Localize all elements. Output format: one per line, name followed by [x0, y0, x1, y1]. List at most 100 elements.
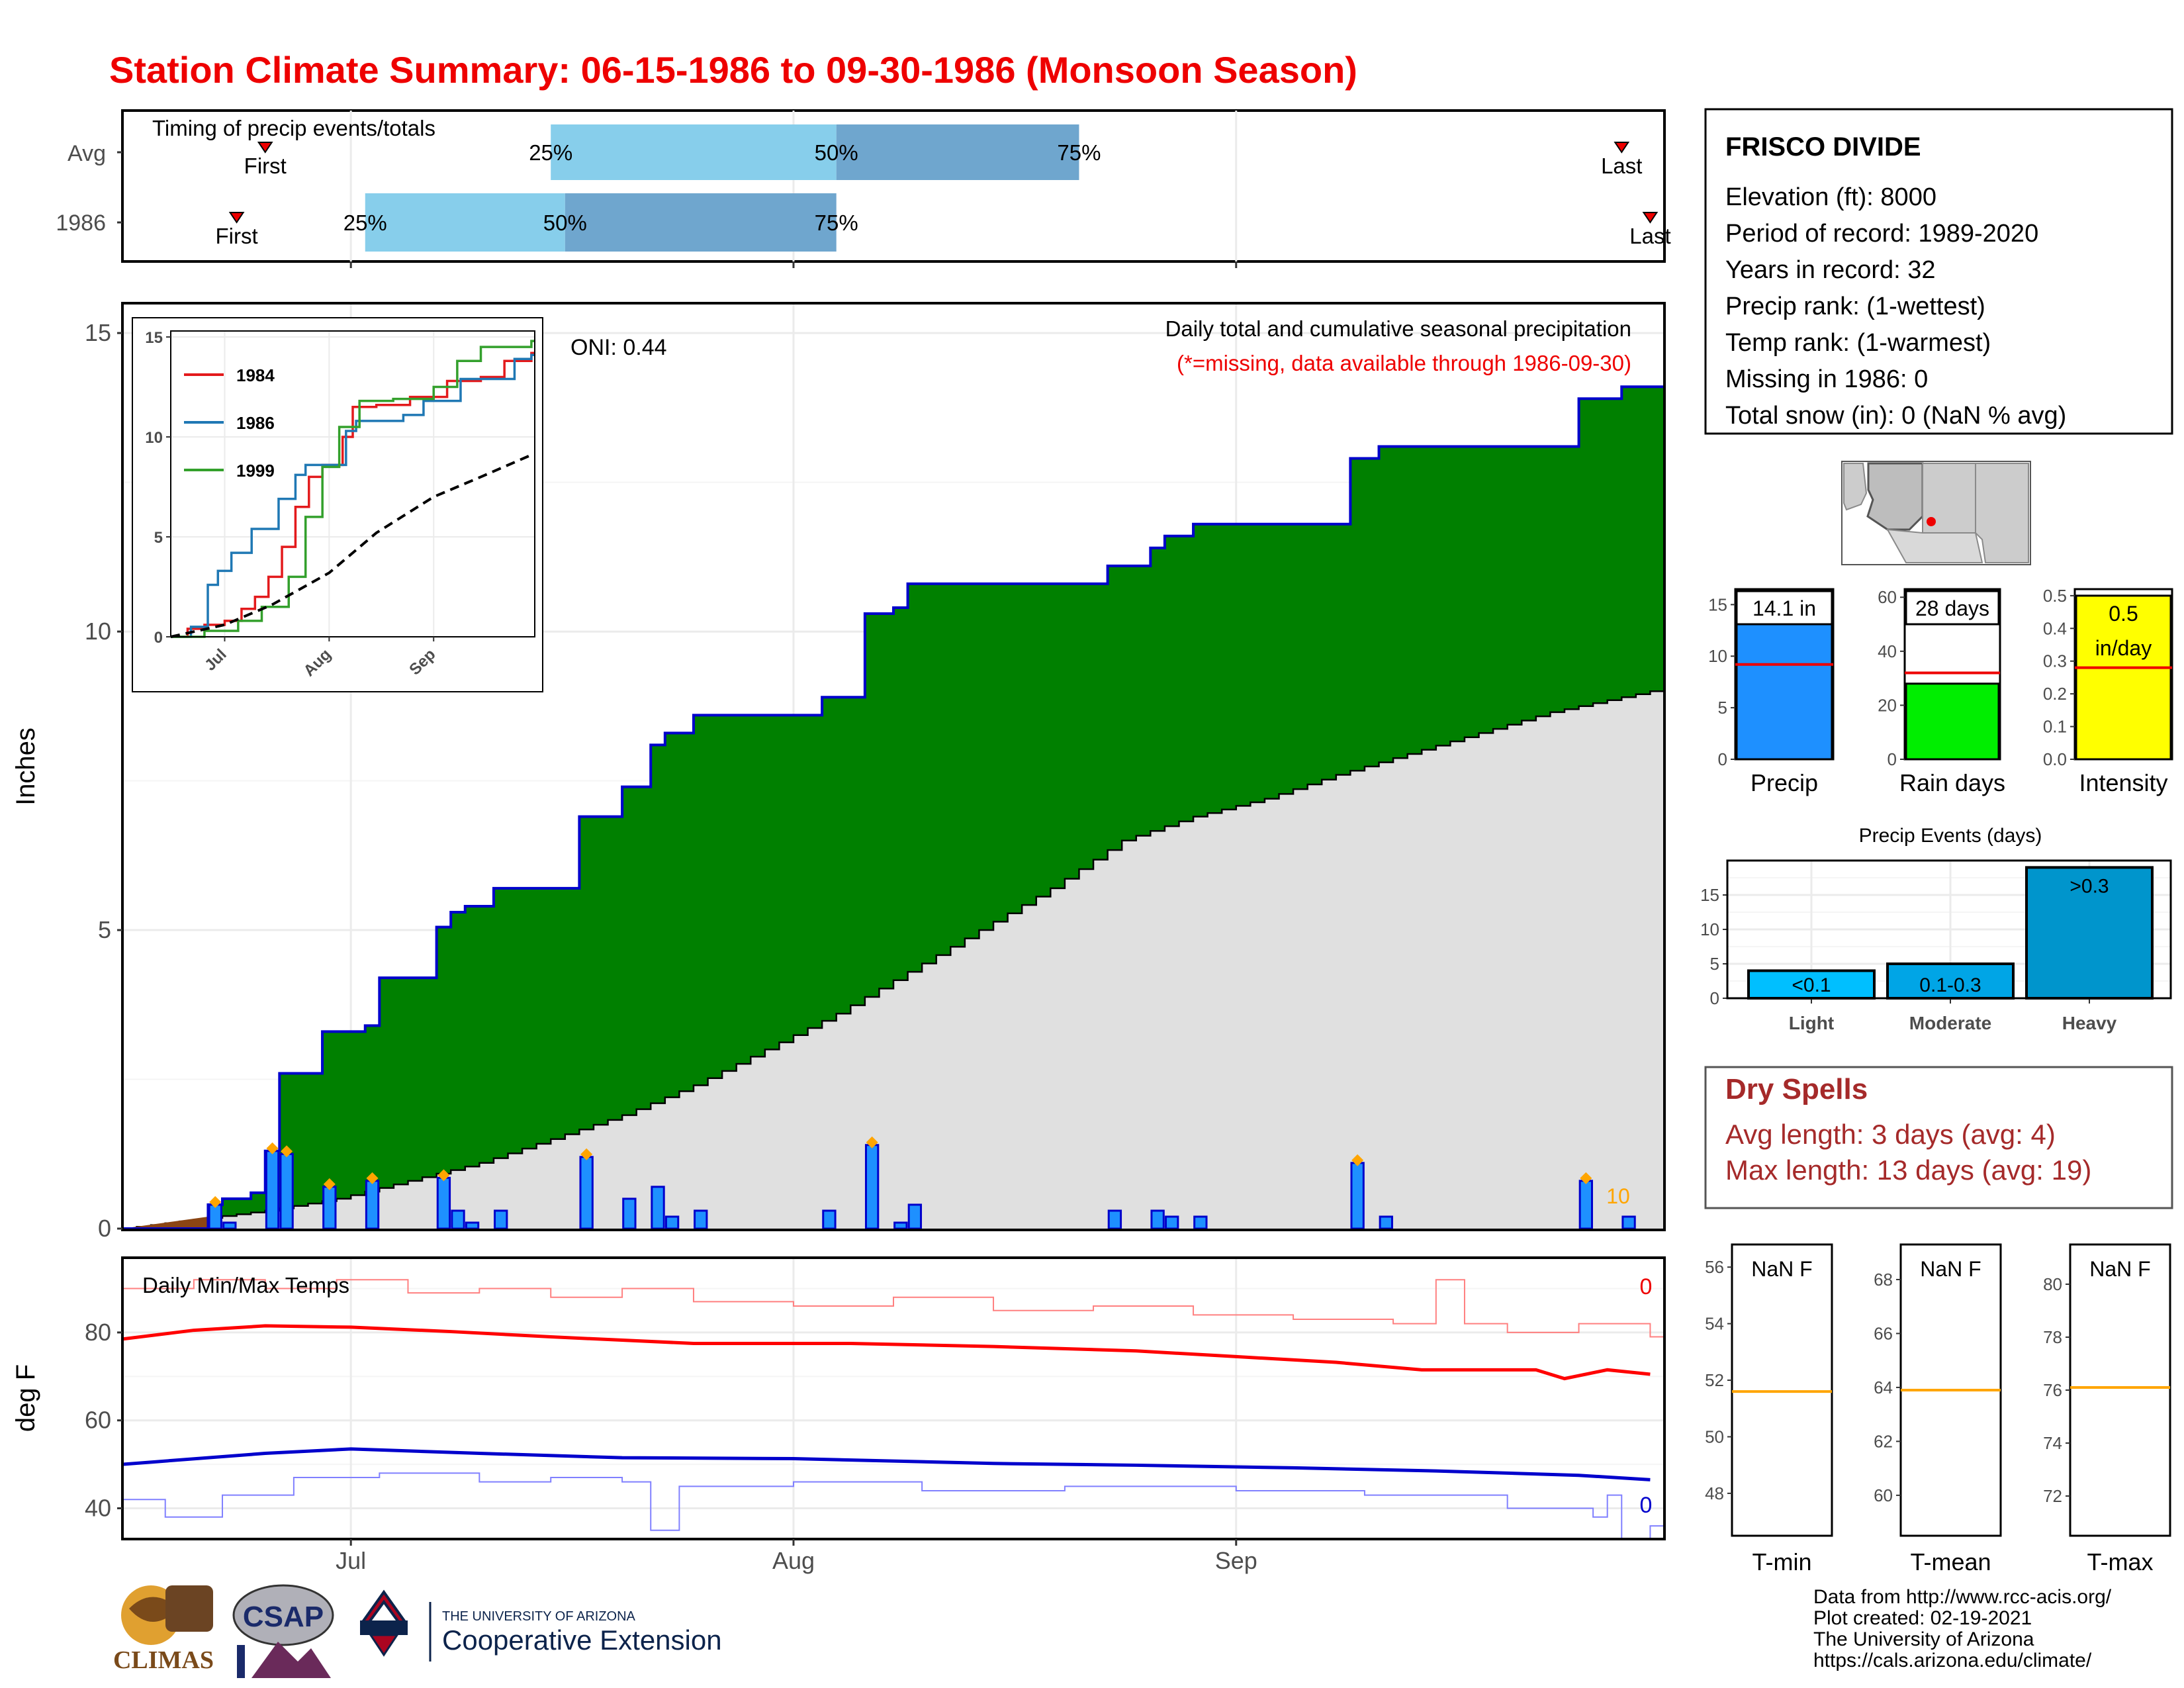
first-label: First	[244, 154, 287, 178]
temp-box-label: T-min	[1752, 1548, 1812, 1575]
heavy-day-marker	[437, 1169, 450, 1182]
daily-precip-bar	[907, 1203, 923, 1230]
mini-chart-precip: 0 5 10 15 14.1 in Precip	[1708, 588, 1835, 796]
mini-bar-label: Precip	[1751, 769, 1818, 796]
inset-y-tick-label: 10	[145, 429, 163, 447]
mini-chart-rain-days: 0 20 40 60 28 days Rain days	[1878, 587, 2005, 796]
daily-precip-bar	[1621, 1215, 1636, 1230]
mini-y-tick-label: 0.1	[2043, 717, 2067, 737]
temp-box-y-tick-label: 74	[2043, 1433, 2062, 1453]
mini-bar-value-box	[1905, 590, 2000, 626]
temp-box-t-max: NaN F 72 74 76 78 80 T-max	[2043, 1243, 2171, 1575]
temp-box-y-tick-label: 68	[1874, 1270, 1893, 1289]
temp-box-y-tick-label: 48	[1705, 1483, 1724, 1503]
footer-line: https://cals.arizona.edu/climate/	[1813, 1650, 2092, 1671]
dry-spells-max: Max length: 13 days (avg: 19)	[1725, 1154, 2091, 1186]
csap-logo: CSAP	[232, 1584, 334, 1678]
heavy-day-marker	[209, 1196, 222, 1208]
csap-logo-text: CSAP	[243, 1601, 324, 1633]
locator-map	[1841, 461, 2031, 565]
mini-y-tick-label: 60	[1878, 587, 1897, 607]
events-y-tick-label: 0	[1710, 988, 1719, 1008]
daily-precip-bar	[451, 1209, 465, 1230]
station-info-line: Elevation (ft): 8000	[1725, 183, 1936, 211]
daily-precip-bar	[864, 1144, 880, 1230]
events-y-tick-label: 10	[1700, 919, 1719, 939]
inset-series-1999	[171, 340, 535, 638]
q25-label: 25%	[343, 211, 387, 235]
station-info-line: Period of record: 1989-2020	[1725, 220, 2038, 248]
inset-series-1984	[171, 352, 535, 638]
temp-box-label: T-mean	[1910, 1548, 1991, 1575]
oni-label: ONI: 0.44	[570, 335, 667, 360]
temp-y-label: deg F	[11, 1364, 40, 1432]
station-info-line: Years in record: 32	[1725, 256, 1936, 284]
mini-bar-value: 0.5	[2109, 602, 2138, 626]
daily-precip-bar	[1150, 1209, 1165, 1230]
x-tick-label: Sep	[1215, 1547, 1257, 1574]
temp-box-value: NaN F	[1751, 1257, 1812, 1281]
inset-y-tick-label: 15	[145, 329, 163, 347]
tmax-observed-line	[122, 1279, 1664, 1338]
last-marker	[1642, 212, 1659, 224]
footer-line: Data from http://www.rcc-acis.org/	[1813, 1586, 2112, 1608]
station-info-box: FRISCO DIVIDE Elevation (ft): 8000 Period…	[1704, 108, 2173, 435]
station-info-line: Missing in 1986: 0	[1725, 365, 1928, 393]
dry-spells-box: Dry Spells Avg length: 3 days (avg: 4) M…	[1704, 1066, 2173, 1209]
temp-box-y-tick-label: 56	[1705, 1257, 1724, 1277]
y-tick-label: 5	[98, 916, 111, 943]
daily-precip-bar	[1379, 1215, 1393, 1230]
last-label: Last	[1601, 154, 1642, 178]
temp-box-y-tick-label: 62	[1874, 1431, 1893, 1451]
inset-series-normal	[170, 453, 532, 638]
temp-box-t-min: NaN F 48 50 52 54 56 T-min	[1705, 1243, 1833, 1575]
daily-precip-bar	[822, 1209, 837, 1230]
mini-bar	[1735, 612, 1833, 761]
temperature-summary-boxes: NaN F 48 50 52 54 56 T-min NaN F 60 62 64 66 68 T-mea…	[1705, 1243, 2171, 1575]
cumulative-1986-line	[122, 385, 1664, 1230]
daily-precip-bar	[322, 1186, 337, 1230]
inset-legend-label: 1999	[236, 461, 275, 481]
cumulative-normal-area	[122, 691, 1664, 1229]
daily-precip-bar	[893, 1221, 908, 1230]
first-marker	[257, 142, 273, 154]
tmax-normal-line	[122, 1324, 1651, 1381]
daily-precip-bar	[579, 1156, 594, 1230]
mini-y-tick-label: 0.5	[2043, 586, 2067, 606]
inset-legend-label: 1984	[236, 365, 275, 385]
mini-bar-value: 28 days	[1915, 596, 1989, 620]
temp-box-label: T-max	[2087, 1548, 2153, 1575]
mini-y-tick-label: 0.0	[2043, 749, 2067, 769]
heavy-day-marker	[1580, 1172, 1592, 1184]
temp-box-y-tick-label: 60	[1874, 1485, 1893, 1505]
x-tick-label: Aug	[772, 1547, 815, 1574]
temp-box-y-tick-label: 80	[2043, 1274, 2062, 1294]
climas-logo-text: CLIMAS	[113, 1646, 214, 1674]
mini-bar	[2075, 594, 2172, 761]
mini-y-tick-label: 5	[1718, 698, 1727, 718]
precip-subtitle: Daily total and cumulative seasonal prec…	[1165, 316, 1631, 341]
y-tick-label: 0	[98, 1215, 111, 1242]
q50-label: 50%	[543, 211, 587, 235]
events-y-tick-label: 15	[1700, 885, 1719, 905]
season-totals-charts: 0 5 10 15 14.1 in Precip 0 20 40 60 28 days Rain da…	[1708, 586, 2173, 796]
events-frame	[1726, 859, 2172, 1000]
dry-spells-title: Dry Spells	[1725, 1073, 1868, 1105]
daily-precip-bar	[1193, 1215, 1208, 1230]
temp-box-y-tick-label: 76	[2043, 1380, 2062, 1400]
footer-line: The University of Arizona	[1813, 1628, 2034, 1650]
q50-label: 50%	[815, 140, 858, 165]
daily-precip-bar	[664, 1215, 680, 1230]
temp-box-y-tick-label: 64	[1874, 1378, 1893, 1397]
event-bar	[1747, 969, 1876, 1000]
inset-y-tick-label: 0	[154, 629, 163, 647]
mini-bar	[1905, 682, 2000, 761]
event-bar-label: >0.3	[2070, 875, 2109, 897]
mini-y-tick-label: 0	[1718, 749, 1727, 769]
ua-logo-small-text: THE UNIVERSITY OF ARIZONA	[442, 1609, 636, 1624]
event-bar-label: <0.1	[1792, 974, 1831, 996]
daily-precip-bar	[265, 1150, 280, 1230]
timing-bar-q25-q50	[365, 193, 565, 252]
station-location-dot	[1927, 517, 1936, 526]
mini-chart-intensity: 0.0 0.1 0.2 0.3 0.4 0.5 0.5 in/day Intensity	[2043, 586, 2173, 796]
